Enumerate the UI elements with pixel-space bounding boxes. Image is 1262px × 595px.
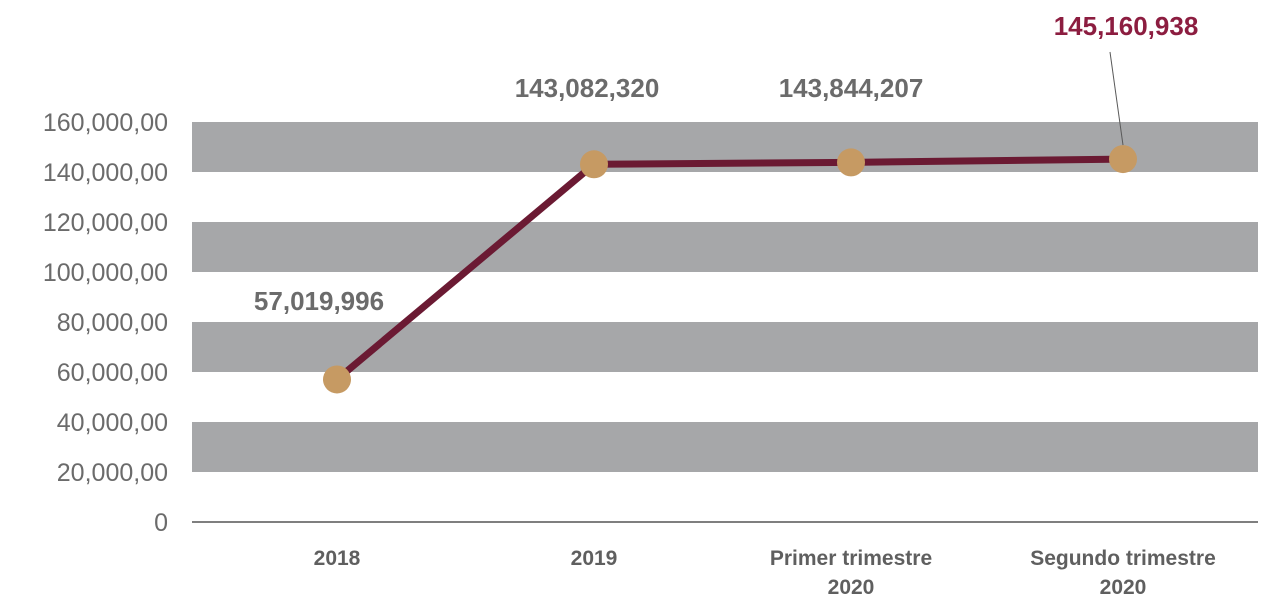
x-tick-label: Segundo trimestre 2020 bbox=[1030, 547, 1216, 595]
y-tick-label: 140,000,00 bbox=[43, 159, 168, 187]
y-tick-label: 120,000,00 bbox=[43, 209, 168, 237]
data-label: 145,160,938 bbox=[1054, 11, 1199, 41]
y-tick-label: 40,000,00 bbox=[57, 409, 168, 437]
grid-band bbox=[192, 222, 1258, 272]
y-tick-label: 100,000,00 bbox=[43, 259, 168, 287]
x-tick-label: 2019 bbox=[571, 547, 618, 570]
x-tick-label: Primer trimestre 2020 bbox=[770, 547, 932, 595]
grid-band bbox=[192, 422, 1258, 472]
y-tick-label: 60,000,00 bbox=[57, 359, 168, 387]
series-line-group bbox=[323, 145, 1137, 394]
y-axis-ticks: 0 20,000,00 40,000,00 60,000,00 80,000,00 100… bbox=[43, 109, 168, 537]
y-tick-label: 0 bbox=[154, 509, 168, 537]
data-point bbox=[580, 150, 608, 179]
data-label: 143,844,207 bbox=[779, 73, 924, 103]
y-tick-label: 20,000,00 bbox=[57, 459, 168, 487]
data-point bbox=[323, 365, 351, 394]
leader-line bbox=[1109, 51, 1124, 146]
data-label: 143,082,320 bbox=[515, 73, 660, 103]
data-point bbox=[1109, 145, 1137, 174]
y-tick-label: 80,000,00 bbox=[57, 309, 168, 337]
x-tick-label: 2018 bbox=[314, 547, 361, 570]
series-line bbox=[333, 155, 1127, 383]
data-point bbox=[837, 148, 865, 177]
grid-band bbox=[192, 322, 1258, 372]
data-label: 57,019,996 bbox=[254, 286, 384, 316]
x-axis-ticks: 2018 2019 Primer trimestre 2020 Segundo trim… bbox=[314, 547, 1216, 595]
grid-bands bbox=[192, 122, 1258, 472]
data-labels: 57,019,996 143,082,320 143,844,207 145,160,… bbox=[254, 11, 1198, 316]
y-tick-label: 160,000,00 bbox=[43, 109, 168, 137]
